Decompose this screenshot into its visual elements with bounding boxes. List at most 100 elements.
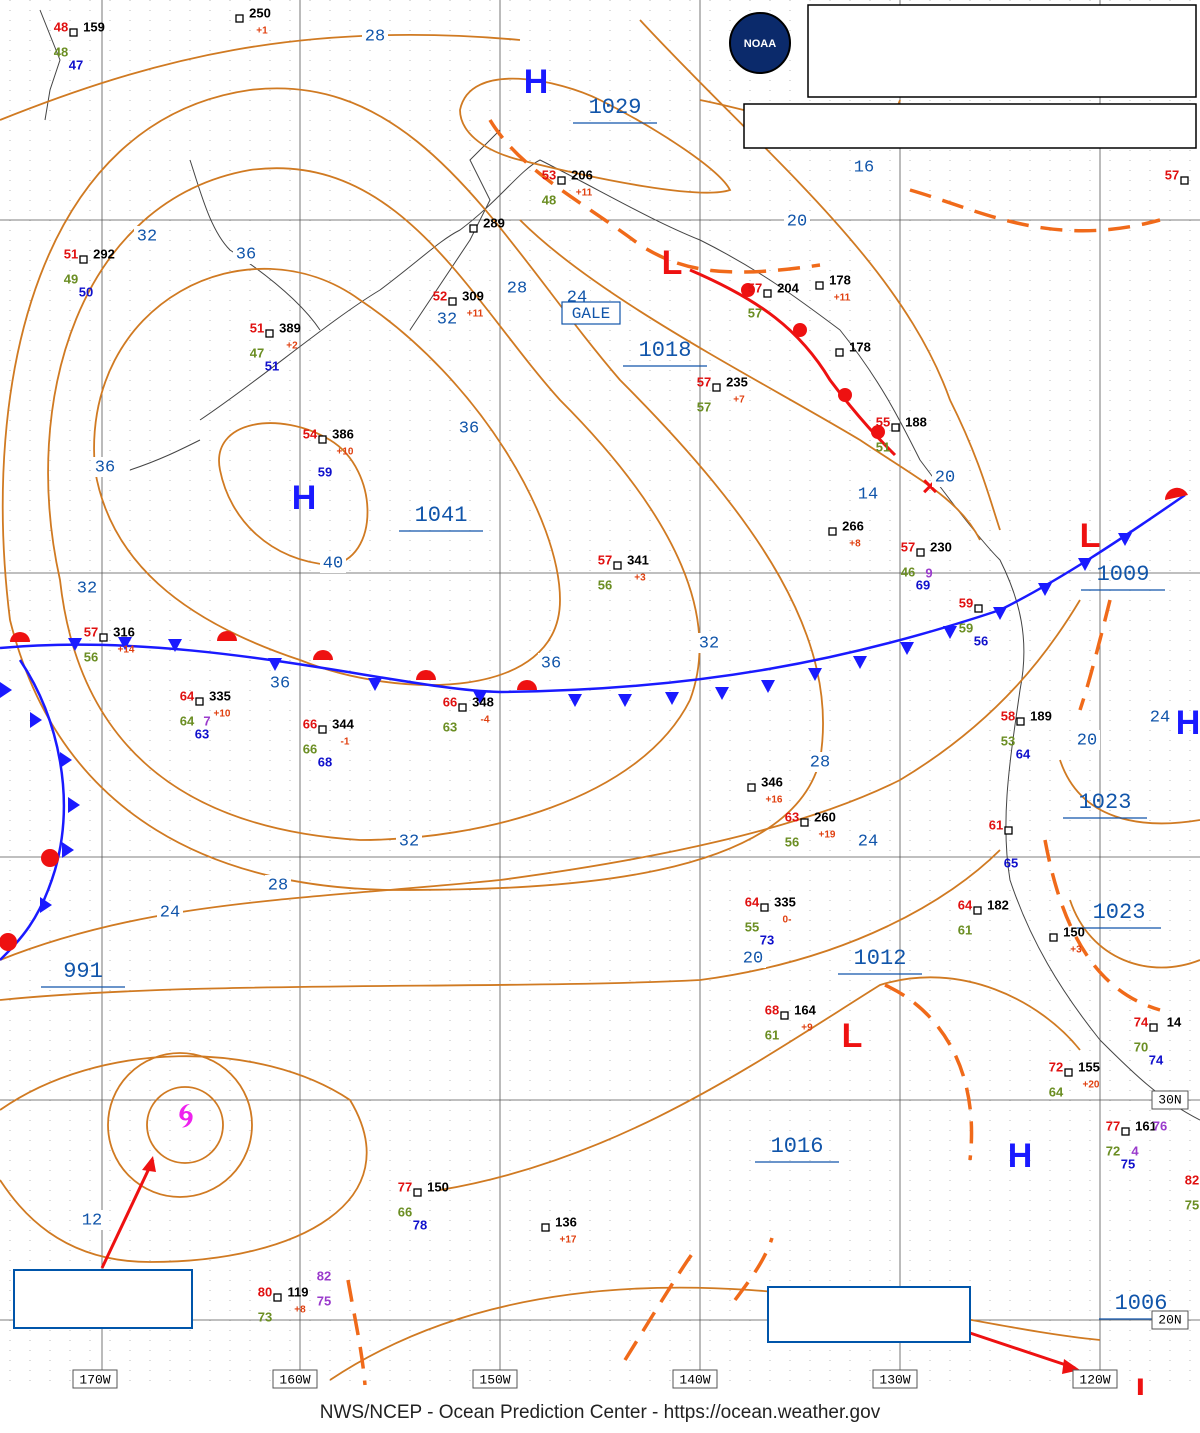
station-tendency: +20 (1083, 1080, 1100, 1091)
warm-pip (1164, 487, 1188, 500)
cold-pip (715, 687, 729, 700)
isobar-label: 16 (854, 158, 874, 177)
cold-pip (368, 678, 382, 691)
pressure-label: 1018 (639, 338, 692, 363)
station-marker (318, 725, 327, 734)
warm-pip (741, 283, 755, 297)
station-temperature: 57 (901, 539, 915, 554)
fronts (0, 119, 1188, 1386)
cold-pip (900, 642, 914, 655)
cold-pip (761, 680, 775, 693)
station-dewpoint: 47 (250, 345, 264, 360)
station-temperature: 72 (1049, 1059, 1063, 1074)
station-temperature: 77 (1106, 1118, 1120, 1133)
coastline (409, 129, 501, 331)
station-extra: 4 (1131, 1143, 1139, 1158)
station-temperature: 82 (1185, 1172, 1199, 1187)
station-temperature: 64 (180, 688, 195, 703)
isobar-label-bg (784, 211, 810, 231)
trough (733, 1237, 774, 1302)
isobar-label-bg (855, 484, 881, 504)
isobar-label: 24 (160, 903, 180, 922)
station-dewpoint: 66 (398, 1204, 412, 1219)
station-marker (973, 906, 982, 915)
isobar-label: 32 (437, 310, 457, 329)
station-marker (79, 255, 88, 264)
latitude-box (1151, 1090, 1189, 1110)
isobar (0, 849, 1001, 1001)
station-marker (99, 633, 108, 642)
station-pressure: 164 (794, 1002, 816, 1017)
isobar-label-bg (932, 467, 958, 487)
station-marker (1049, 933, 1058, 942)
isobar-label-bg (855, 831, 881, 851)
isobar-label-bg (1074, 730, 1100, 750)
longitude-box (672, 1369, 718, 1389)
cold-pip (60, 752, 72, 768)
isobar-label: 20 (743, 949, 763, 968)
station-marker (760, 903, 769, 912)
notice-box (743, 103, 1197, 149)
station-extra: 75 (317, 1293, 331, 1308)
isobar-label-bg (740, 948, 766, 968)
isobar-label-bg (807, 752, 833, 772)
isobar-label: 28 (507, 279, 527, 298)
station-dewpoint: 64 (180, 713, 195, 728)
warm-pip (517, 680, 537, 690)
cold-pip (0, 682, 12, 698)
isobar (0, 1055, 368, 1263)
station-tendency: +11 (834, 293, 851, 304)
station-dewpoint: 48 (54, 44, 68, 59)
latitude-box (1151, 1310, 1189, 1330)
cold-pip (68, 638, 82, 651)
station-tendency: +3 (1070, 945, 1082, 956)
station-temperature: 51 (250, 320, 264, 335)
station-pressure: 335 (209, 688, 231, 703)
isobar (218, 422, 369, 566)
station-temperature: 77 (398, 1179, 412, 1194)
longitude-box (472, 1369, 518, 1389)
station-dewpoint: 59 (959, 620, 973, 635)
station-pressure: 260 (814, 809, 836, 824)
cold-pip (30, 712, 42, 728)
station-tendency: +1 (256, 26, 268, 37)
station-temperature: 63 (785, 809, 799, 824)
station-pressure: 159 (83, 19, 105, 34)
pressure-label: 1016 (771, 1134, 824, 1159)
station-pressure: 230 (930, 539, 952, 554)
cold-pip (68, 797, 80, 813)
station-sst: 69 (916, 577, 930, 592)
isobar (1069, 899, 1200, 969)
station-dewpoint: 56 (785, 834, 799, 849)
station-temperature: 57 (697, 374, 711, 389)
trough (623, 1248, 697, 1361)
station-sst: 56 (974, 633, 988, 648)
isobar (459, 77, 732, 194)
isobar-label-bg (851, 157, 877, 177)
station-extra: 82 (317, 1268, 331, 1283)
storm-box (767, 1286, 971, 1343)
coastline (39, 9, 61, 121)
isobar-label: 20 (787, 212, 807, 231)
warm-pip (838, 388, 852, 402)
isobar (146, 1086, 224, 1164)
isobar-label: 20 (935, 468, 955, 487)
station-sst: 65 (1004, 855, 1018, 870)
longitude-box (272, 1369, 318, 1389)
station-tendency: -1 (341, 737, 350, 748)
warm-pip (0, 933, 17, 951)
cold-pip (168, 639, 182, 652)
forecast-track (969, 1331, 1076, 1370)
warning-label: GALE (572, 305, 610, 323)
station-pressure: 119 (288, 1284, 309, 1299)
isobar-label-bg (134, 226, 160, 246)
station-temperature: 57 (598, 552, 612, 567)
dot-grid (9, 0, 1191, 1385)
forecast-track (100, 1159, 155, 1269)
pressure-center: H (1176, 704, 1200, 742)
warm-pip (10, 632, 30, 642)
warm-pip (313, 650, 333, 660)
station-pressure: 136 (555, 1214, 577, 1229)
isobar-label-bg (267, 673, 293, 693)
station-marker (195, 697, 204, 706)
